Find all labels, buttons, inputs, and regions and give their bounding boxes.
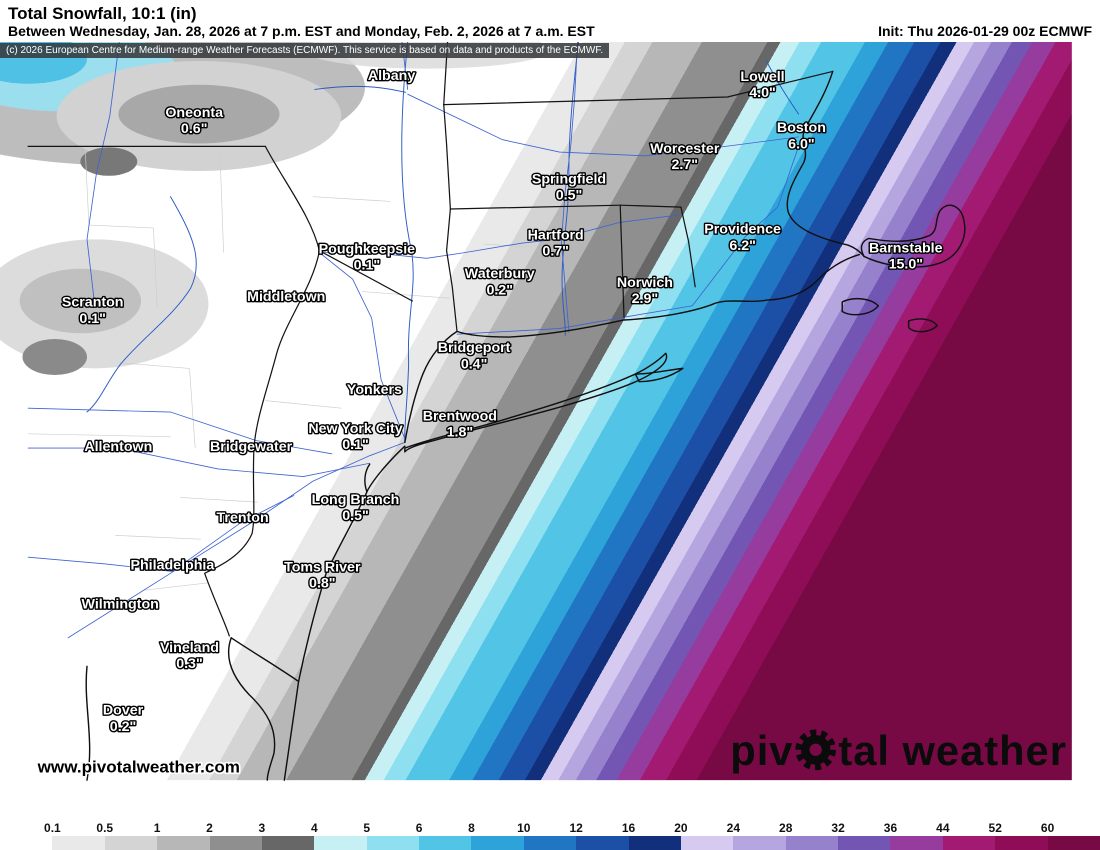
- legend-tick-label: 1: [153, 821, 161, 835]
- map-city-label: Barnstable 15.0": [869, 241, 943, 273]
- map-city-label: Trenton: [217, 510, 269, 526]
- map-city-label: Norwich 2.9": [617, 275, 673, 307]
- map-city-label: Dover 0.2": [103, 703, 144, 735]
- legend-segment: [157, 836, 210, 850]
- legend-tick-label: 0.1: [44, 821, 61, 835]
- legend-tick-label: 3: [258, 821, 266, 835]
- map-city-label: Yonkers: [347, 382, 402, 398]
- map-city-label: Boston 6.0": [777, 120, 826, 152]
- legend-segment: [733, 836, 786, 850]
- legend-segment: [209, 836, 262, 850]
- legend-segment: [995, 836, 1048, 850]
- legend-segment: [890, 836, 943, 850]
- legend-tick-label: 20: [674, 821, 688, 835]
- legend-segment: [52, 836, 105, 850]
- legend-segment: [680, 836, 734, 850]
- legend-tick-label: 24: [726, 821, 741, 835]
- map-city-label: Providence 6.2": [704, 222, 781, 254]
- map-city-label: Hartford 0.7": [528, 227, 584, 259]
- city-labels-layer: Albany Oneonta 0.6" Lowell 4.0" Boston 6.0" Wor…: [60, 67, 944, 737]
- legend-segment: [0, 836, 53, 850]
- highways: [27, 42, 800, 639]
- map-city-label: Long Branch 0.5": [312, 492, 400, 524]
- legend-tick-label: 32: [831, 821, 845, 835]
- watermark-url: www.pivotalweather.com: [37, 758, 240, 777]
- brand-logo: piv tal weather: [730, 727, 1066, 774]
- copyright-note: (c) 2026 European Centre for Medium-rang…: [0, 43, 610, 58]
- legend-tick-label: 8: [468, 821, 475, 835]
- legend-tick-label: 4: [310, 821, 318, 835]
- legend-bar: [0, 836, 1100, 850]
- legend-tick-label: 52: [988, 821, 1002, 835]
- map-city-label: Springfield 0.5": [532, 171, 606, 203]
- legend-segment: [471, 836, 524, 850]
- map-title: Total Snowfall, 10:1 (in): [8, 3, 197, 23]
- legend-segment: [314, 836, 367, 850]
- rivers: [86, 42, 800, 443]
- map-city-label: Worcester 2.7": [650, 141, 720, 173]
- legend-tick-label: 10: [517, 821, 531, 835]
- map-city-label: New York City 0.1": [308, 421, 402, 453]
- low-snow-patches: [0, 42, 550, 376]
- logo-text-left: piv: [730, 727, 793, 774]
- map-city-label: Allentown: [84, 439, 152, 455]
- header-titles: Total Snowfall, 10:1 (in) Between Wednes…: [8, 4, 595, 40]
- legend-labels: 0.1 0.5 1 2 3 4 5 6 8 10 12 16 20 24 28 32 36 44 52 60: [0, 820, 1100, 836]
- map-city-label: Oneonta 0.6": [165, 105, 223, 137]
- map-city-label: Scranton 0.1": [62, 295, 124, 327]
- legend-segment: [523, 836, 577, 850]
- legend-segment: [785, 836, 838, 850]
- map-city-label: Bridgewater: [210, 439, 293, 455]
- map-city-label: Middletown: [247, 289, 325, 305]
- legend-tick-label: 60: [1040, 821, 1055, 835]
- legend-tick-label: 28: [779, 821, 793, 835]
- map-area: Albany Oneonta 0.6" Lowell 4.0" Boston 6.0" Wor…: [0, 42, 1100, 820]
- legend: 0.1 0.5 1 2 3 4 5 6 8 10 12 16 20 24 28 32 36 44 52 60: [0, 820, 1100, 850]
- state-borders: [27, 42, 834, 637]
- map-city-label: Bridgeport 0.4": [438, 340, 511, 372]
- legend-tick-label: 12: [569, 821, 583, 835]
- map-city-label: Albany: [368, 68, 415, 84]
- legend-segment: [419, 836, 472, 850]
- legend-tick-label: 6: [415, 821, 423, 835]
- legend-segment: [628, 836, 681, 850]
- legend-segment: [838, 836, 891, 850]
- legend-tick-label: 36: [883, 821, 898, 835]
- logo-text-right: tal weather: [838, 727, 1066, 774]
- legend-segment: [576, 836, 629, 850]
- legend-tick-label: 5: [363, 821, 370, 835]
- map-city-label: Lowell 4.0": [740, 69, 784, 101]
- legend-tick-label: 0.5: [96, 821, 114, 835]
- map-city-label: Philadelphia: [131, 558, 215, 574]
- header: Total Snowfall, 10:1 (in) Between Wednes…: [0, 0, 1100, 42]
- snowfall-map: Albany Oneonta 0.6" Lowell 4.0" Boston 6.0" Wor…: [0, 42, 1072, 781]
- map-valid-range: Between Wednesday, Jan. 28, 2026 at 7 p.…: [8, 23, 595, 40]
- map-city-label: Vineland 0.3": [160, 640, 219, 672]
- map-city-label: Brentwood 1.8": [423, 409, 497, 441]
- map-city-label: Wilmington: [82, 596, 159, 612]
- legend-segment: [366, 836, 419, 850]
- legend-segment: [261, 836, 315, 850]
- legend-tick-label: 16: [621, 821, 636, 835]
- legend-segment: [942, 836, 996, 850]
- legend-tick-label: 2: [206, 821, 213, 835]
- map-city-label: Toms River 0.8": [284, 559, 361, 591]
- model-init-info: Init: Thu 2026-01-29 00z ECMWF: [878, 23, 1092, 39]
- gear-icon: [795, 729, 837, 771]
- legend-tick-label: 44: [936, 821, 950, 835]
- coastline: [85, 70, 966, 781]
- legend-segment: [1047, 836, 1100, 850]
- map-city-label: Poughkeepsie 0.1": [319, 242, 415, 274]
- map-city-label: Waterbury 0.2": [465, 266, 535, 298]
- legend-segment: [104, 836, 158, 850]
